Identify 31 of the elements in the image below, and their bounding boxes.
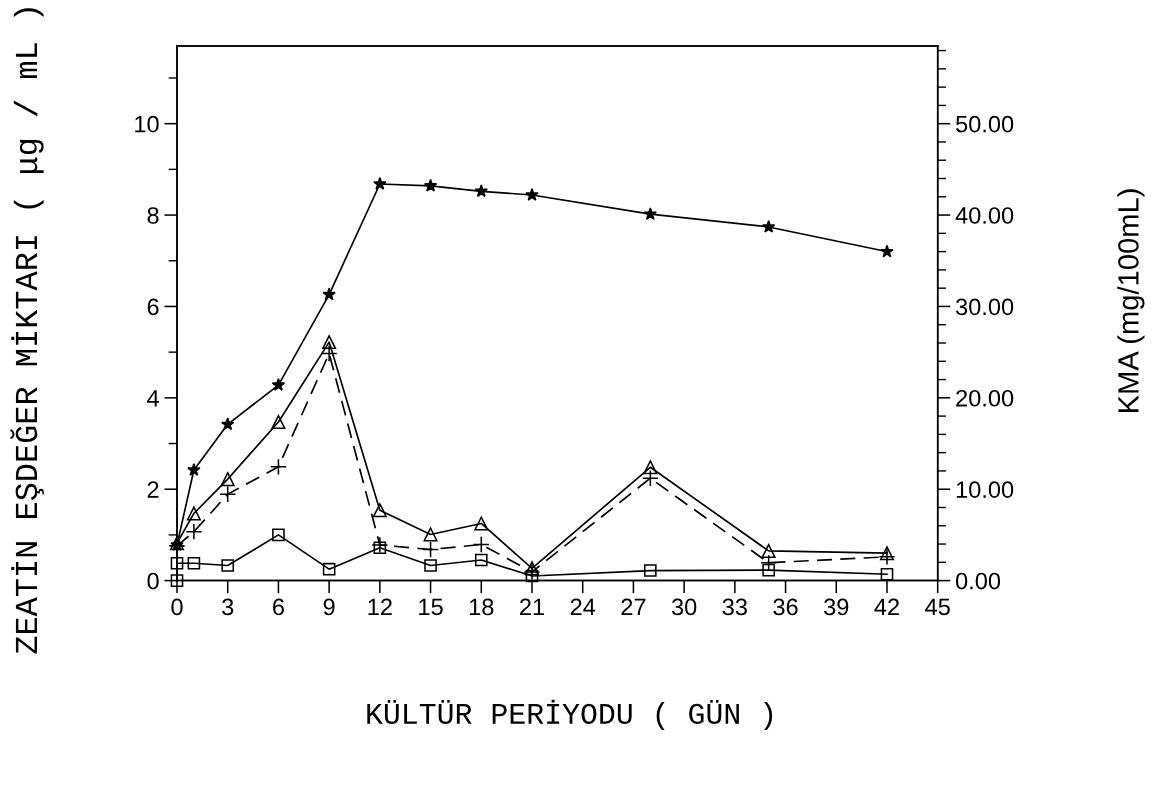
- x-tick-label: 30: [671, 598, 697, 616]
- y-tick-label: 4: [147, 390, 159, 407]
- x-tick-label: 42: [874, 598, 899, 616]
- x-tick-label: 36: [773, 598, 798, 616]
- x-tick-label: 9: [323, 598, 335, 616]
- x-tick-label: 21: [520, 598, 544, 616]
- y2-tick-label: 0.00: [955, 572, 1001, 590]
- x-axis-title: KÜLTÜR PERİYODU ( GÜN ): [367, 699, 773, 730]
- y-tick-label: 10: [135, 115, 159, 133]
- x-tick-label: 15: [419, 598, 443, 616]
- x-tick-label: 6: [273, 598, 284, 616]
- y2-tick-label: 50.00: [956, 115, 1014, 133]
- x-tick-label: 45: [925, 598, 950, 616]
- y-tick-label: 6: [147, 298, 159, 316]
- y-tick-label: 8: [147, 207, 159, 224]
- x-tick-label: 18: [469, 598, 494, 616]
- x-tick-label: 39: [824, 598, 849, 616]
- x-tick-label: 3: [222, 598, 234, 616]
- y2-tick-label: 40.00: [955, 207, 1014, 224]
- x-tick-label: 27: [621, 598, 646, 616]
- y2-tick-label: 20.00: [956, 389, 1014, 407]
- y2-axis-title: KMA (mg/100mL): [1117, 189, 1145, 413]
- y2-tick-label: 10.00: [956, 481, 1014, 498]
- x-tick-label: 12: [368, 598, 392, 616]
- x-tick-label: 24: [570, 598, 596, 616]
- y2-tick-label: 30.00: [955, 298, 1014, 316]
- x-tick-label: 0: [171, 598, 183, 616]
- y-tick-label: 0: [147, 572, 159, 590]
- x-tick-label: 33: [722, 598, 747, 616]
- y-tick-label: 2: [147, 481, 159, 498]
- y-axis-title: ZEATİN EŞDEĞER MİKTARI ( μg / mL ): [10, 8, 44, 654]
